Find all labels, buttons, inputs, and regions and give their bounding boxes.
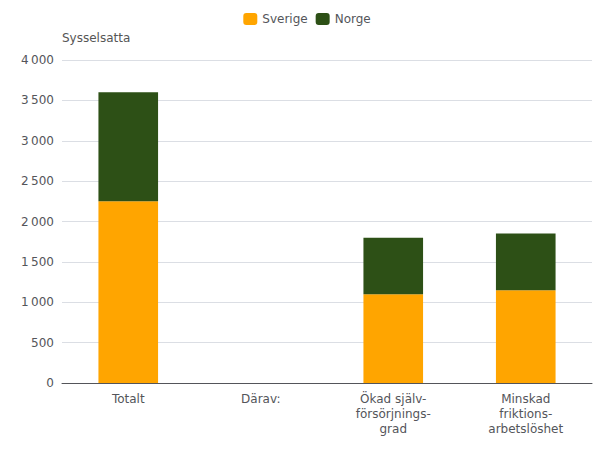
svg-text:Sysselsatta: Sysselsatta xyxy=(62,31,130,45)
svg-text:500: 500 xyxy=(31,336,54,350)
svg-text:4 000: 4 000 xyxy=(21,53,54,67)
svg-text:2 500: 2 500 xyxy=(21,174,54,188)
svg-text:grad: grad xyxy=(379,422,407,436)
svg-text:0: 0 xyxy=(46,376,54,390)
svg-text:Sverige: Sverige xyxy=(262,12,307,26)
svg-text:Ökad själv-: Ökad själv- xyxy=(360,390,426,406)
svg-text:friktions-: friktions- xyxy=(499,407,552,421)
svg-text:Minskad: Minskad xyxy=(501,392,550,406)
svg-text:3 500: 3 500 xyxy=(21,93,54,107)
svg-text:arbetslöshet: arbetslöshet xyxy=(488,422,563,436)
svg-text:1 500: 1 500 xyxy=(21,255,54,269)
svg-text:Totalt: Totalt xyxy=(111,392,145,406)
svg-text:1 000: 1 000 xyxy=(21,295,54,309)
svg-text:3 000: 3 000 xyxy=(21,134,54,148)
svg-text:försörjnings-: försörjnings- xyxy=(356,407,431,421)
svg-text:2 000: 2 000 xyxy=(21,215,54,229)
svg-text:Därav:: Därav: xyxy=(241,392,280,406)
svg-text:Norge: Norge xyxy=(335,12,371,26)
